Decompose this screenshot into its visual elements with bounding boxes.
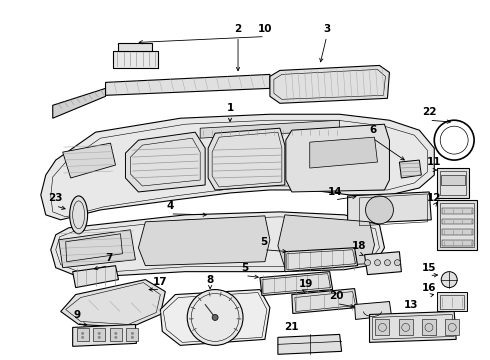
Text: 11: 11 bbox=[427, 157, 441, 167]
Text: 17: 17 bbox=[153, 276, 168, 287]
Polygon shape bbox=[286, 124, 390, 192]
Polygon shape bbox=[347, 192, 431, 224]
Polygon shape bbox=[437, 168, 469, 198]
Text: 5: 5 bbox=[260, 237, 268, 247]
Circle shape bbox=[378, 323, 387, 332]
Polygon shape bbox=[442, 208, 473, 214]
Circle shape bbox=[187, 289, 243, 345]
Polygon shape bbox=[375, 319, 390, 336]
Circle shape bbox=[131, 332, 134, 335]
Polygon shape bbox=[41, 114, 434, 220]
Polygon shape bbox=[93, 328, 105, 341]
Circle shape bbox=[394, 260, 400, 266]
Text: 22: 22 bbox=[422, 107, 437, 117]
Polygon shape bbox=[113, 50, 158, 68]
Polygon shape bbox=[51, 212, 385, 278]
Polygon shape bbox=[441, 175, 465, 185]
Text: 21: 21 bbox=[285, 323, 299, 332]
Text: 18: 18 bbox=[352, 241, 367, 251]
Polygon shape bbox=[63, 143, 116, 178]
Circle shape bbox=[402, 323, 410, 332]
Polygon shape bbox=[442, 240, 473, 246]
Text: 4: 4 bbox=[167, 201, 174, 211]
Circle shape bbox=[98, 332, 101, 335]
Circle shape bbox=[81, 332, 84, 335]
Text: 13: 13 bbox=[404, 300, 418, 310]
Text: 2: 2 bbox=[234, 24, 242, 33]
Polygon shape bbox=[125, 132, 205, 192]
Circle shape bbox=[441, 272, 457, 288]
Polygon shape bbox=[76, 328, 89, 341]
Polygon shape bbox=[365, 252, 401, 275]
Polygon shape bbox=[422, 319, 436, 336]
Text: 19: 19 bbox=[298, 279, 313, 289]
Polygon shape bbox=[292, 289, 358, 314]
Polygon shape bbox=[369, 311, 456, 342]
Circle shape bbox=[366, 196, 393, 224]
Polygon shape bbox=[126, 328, 138, 341]
Polygon shape bbox=[399, 160, 421, 178]
Polygon shape bbox=[270, 66, 390, 103]
Polygon shape bbox=[105, 75, 270, 95]
Circle shape bbox=[212, 315, 218, 320]
Text: 1: 1 bbox=[226, 103, 234, 113]
Polygon shape bbox=[138, 216, 270, 266]
Polygon shape bbox=[73, 324, 136, 346]
Circle shape bbox=[131, 336, 134, 339]
Polygon shape bbox=[61, 280, 165, 328]
Text: 12: 12 bbox=[427, 193, 441, 203]
Polygon shape bbox=[59, 230, 135, 268]
Circle shape bbox=[81, 336, 84, 339]
Polygon shape bbox=[442, 219, 473, 225]
Polygon shape bbox=[160, 289, 270, 345]
Text: 5: 5 bbox=[242, 263, 248, 273]
Text: 9: 9 bbox=[73, 310, 80, 320]
Polygon shape bbox=[310, 137, 377, 168]
Polygon shape bbox=[200, 120, 340, 138]
Circle shape bbox=[385, 260, 391, 266]
Polygon shape bbox=[399, 319, 413, 336]
Circle shape bbox=[114, 332, 117, 335]
Text: 7: 7 bbox=[105, 253, 112, 263]
Polygon shape bbox=[260, 272, 333, 296]
Polygon shape bbox=[53, 88, 105, 118]
Circle shape bbox=[425, 323, 433, 332]
Polygon shape bbox=[278, 215, 374, 268]
Polygon shape bbox=[73, 266, 119, 288]
Circle shape bbox=[114, 336, 117, 339]
Text: 3: 3 bbox=[323, 24, 330, 33]
Polygon shape bbox=[208, 128, 285, 190]
Polygon shape bbox=[119, 42, 152, 50]
Circle shape bbox=[374, 260, 380, 266]
Text: 23: 23 bbox=[49, 193, 63, 203]
Polygon shape bbox=[437, 200, 477, 250]
Circle shape bbox=[448, 323, 456, 332]
Text: 8: 8 bbox=[206, 275, 214, 285]
Polygon shape bbox=[278, 334, 342, 354]
Polygon shape bbox=[355, 302, 392, 319]
Polygon shape bbox=[442, 229, 473, 235]
Polygon shape bbox=[437, 292, 467, 311]
Text: 16: 16 bbox=[422, 283, 437, 293]
Circle shape bbox=[98, 336, 101, 339]
Text: 15: 15 bbox=[422, 263, 437, 273]
Ellipse shape bbox=[70, 196, 88, 234]
Circle shape bbox=[365, 260, 370, 266]
Text: 10: 10 bbox=[258, 24, 272, 33]
Text: 20: 20 bbox=[329, 291, 344, 301]
Polygon shape bbox=[445, 319, 459, 336]
Polygon shape bbox=[285, 248, 358, 272]
Text: 6: 6 bbox=[369, 125, 376, 135]
Text: 14: 14 bbox=[327, 187, 342, 197]
Polygon shape bbox=[110, 328, 122, 341]
